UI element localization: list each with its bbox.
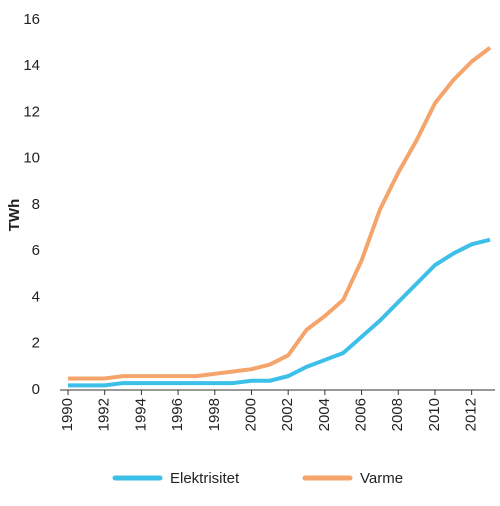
y-tick-label: 14 xyxy=(23,57,40,74)
y-axis-label: TWh xyxy=(6,199,23,231)
x-tick-label: 2008 xyxy=(389,398,406,431)
y-tick-label: 6 xyxy=(32,242,40,259)
x-tick-label: 2004 xyxy=(316,398,333,431)
x-tick-label: 2010 xyxy=(426,398,443,431)
x-tick-label: 1998 xyxy=(206,398,223,431)
line xyxy=(68,46,492,381)
x-tick-label: 2000 xyxy=(242,398,259,431)
legend-label: Varme xyxy=(360,470,403,487)
x-tick-label: 2002 xyxy=(279,398,296,431)
x-tick-label: 2006 xyxy=(353,398,370,431)
x-tick-label: 1996 xyxy=(169,398,186,431)
y-tick-label: 10 xyxy=(23,150,40,167)
line xyxy=(68,237,491,388)
y-tick-label: 8 xyxy=(32,196,40,213)
x-tick-label: 1992 xyxy=(96,398,113,431)
y-tick-label: 2 xyxy=(32,335,40,352)
y-tick-label: 4 xyxy=(32,288,40,305)
legend-label: Elektrisitet xyxy=(170,470,240,487)
y-tick-label: 16 xyxy=(23,11,40,28)
y-tick-label: 12 xyxy=(23,103,40,120)
x-tick-label: 2012 xyxy=(463,398,480,431)
x-tick-label: 1994 xyxy=(132,398,149,431)
x-tick-label: 1990 xyxy=(59,398,76,431)
y-tick-label: 0 xyxy=(32,381,40,398)
